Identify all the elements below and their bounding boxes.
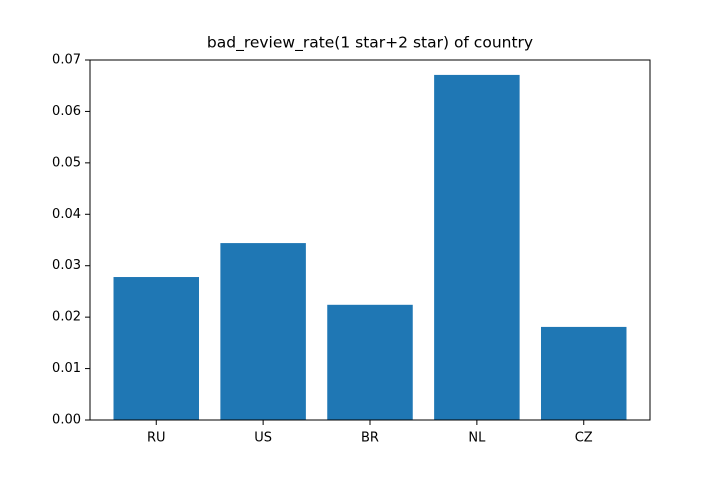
chart-title: bad_review_rate(1 star+2 star) of countr… — [207, 34, 533, 53]
y-tick-label: 0.02 — [52, 310, 81, 325]
x-tick-label: US — [254, 431, 272, 446]
bar — [327, 304, 413, 420]
bar — [220, 243, 306, 420]
x-tick-label: CZ — [575, 431, 593, 446]
y-tick-label: 0.05 — [52, 155, 81, 170]
y-tick-label: 0.07 — [52, 53, 81, 68]
bar — [540, 326, 627, 420]
y-tick-label: 0.04 — [52, 207, 81, 222]
y-tick-label: 0.00 — [52, 413, 81, 428]
y-tick-label: 0.03 — [52, 258, 81, 273]
bar — [434, 74, 520, 421]
y-tick-label: 0.01 — [52, 361, 81, 376]
x-tick-label: NL — [468, 431, 486, 446]
x-tick-label: BR — [361, 431, 379, 446]
plot-frame — [89, 59, 651, 421]
x-tick-label: RU — [147, 431, 166, 446]
y-tick-label: 0.06 — [52, 104, 81, 119]
bar — [113, 277, 200, 420]
